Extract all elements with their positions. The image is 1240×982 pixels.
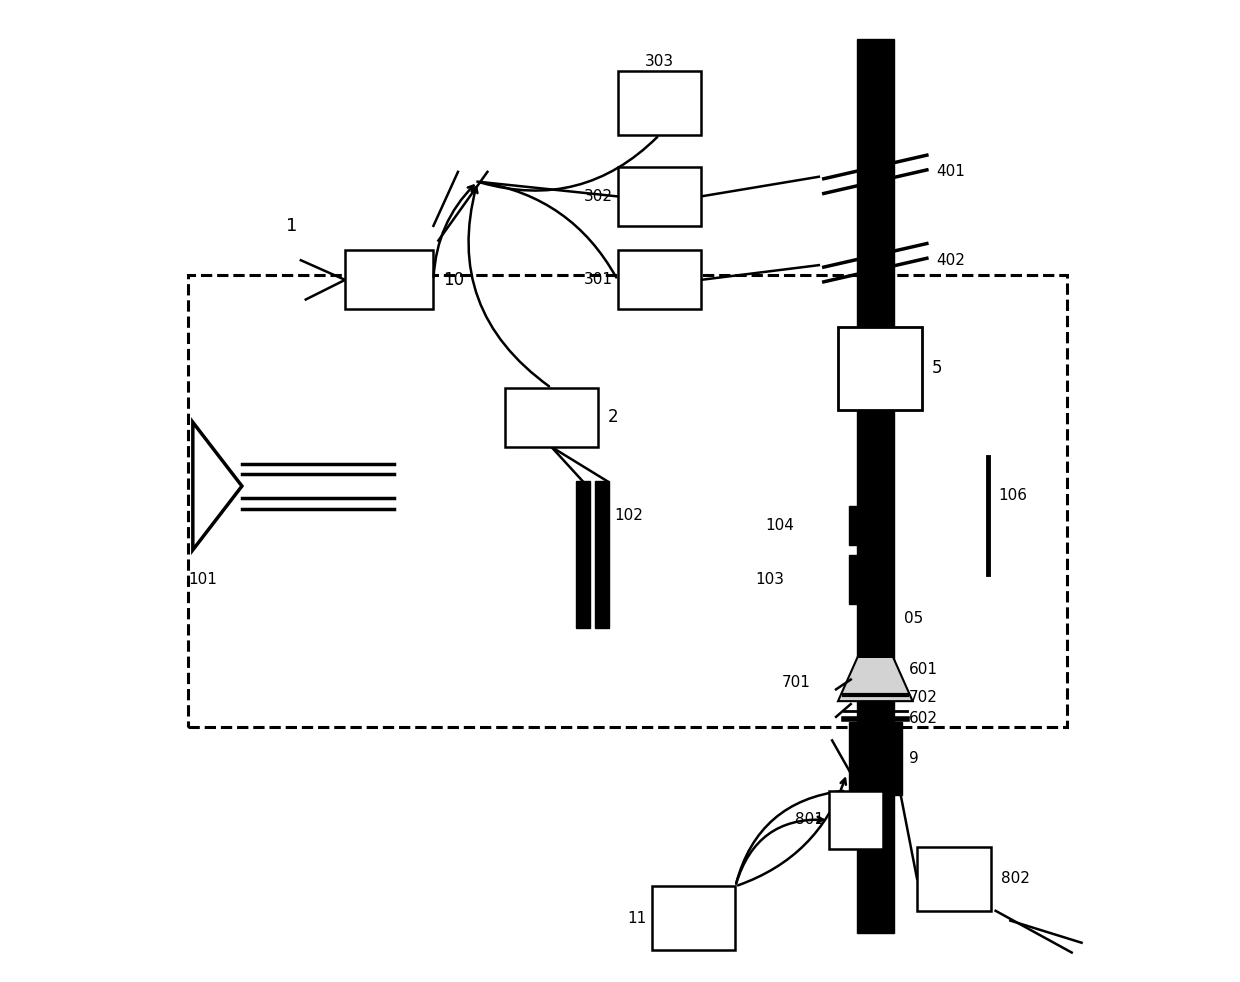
Text: 402: 402 xyxy=(936,252,966,268)
Text: 602: 602 xyxy=(909,711,937,727)
Bar xyxy=(849,555,861,604)
Text: 1: 1 xyxy=(286,217,298,235)
Bar xyxy=(345,250,434,309)
Bar xyxy=(828,791,883,849)
Bar xyxy=(505,388,598,447)
Polygon shape xyxy=(838,657,913,701)
Text: 11: 11 xyxy=(627,910,647,926)
Text: 102: 102 xyxy=(614,508,644,523)
Text: 05: 05 xyxy=(904,611,923,627)
Bar xyxy=(849,722,901,795)
Bar xyxy=(857,39,894,933)
Text: 301: 301 xyxy=(584,272,613,288)
Text: 701: 701 xyxy=(782,675,811,690)
Text: 601: 601 xyxy=(909,662,937,677)
Text: 702: 702 xyxy=(909,689,937,705)
Text: 9: 9 xyxy=(909,751,919,766)
Bar xyxy=(652,886,735,951)
Text: 302: 302 xyxy=(584,189,613,204)
Text: 10: 10 xyxy=(443,271,464,289)
Text: 5: 5 xyxy=(931,359,942,377)
Bar xyxy=(849,506,861,545)
Bar xyxy=(618,167,701,226)
Text: 101: 101 xyxy=(188,572,217,587)
Text: 802: 802 xyxy=(1001,871,1029,887)
Bar xyxy=(838,327,923,410)
Bar xyxy=(918,846,991,911)
Text: 801: 801 xyxy=(795,812,823,828)
Bar xyxy=(618,72,701,136)
Text: 2: 2 xyxy=(608,409,619,426)
Bar xyxy=(595,481,609,628)
Text: 401: 401 xyxy=(936,164,966,180)
Text: 103: 103 xyxy=(755,572,785,587)
Bar xyxy=(618,250,701,309)
Text: 106: 106 xyxy=(998,488,1027,504)
Bar xyxy=(575,481,589,628)
Text: 303: 303 xyxy=(645,54,673,69)
Bar xyxy=(188,275,1066,727)
Text: 104: 104 xyxy=(765,518,794,533)
